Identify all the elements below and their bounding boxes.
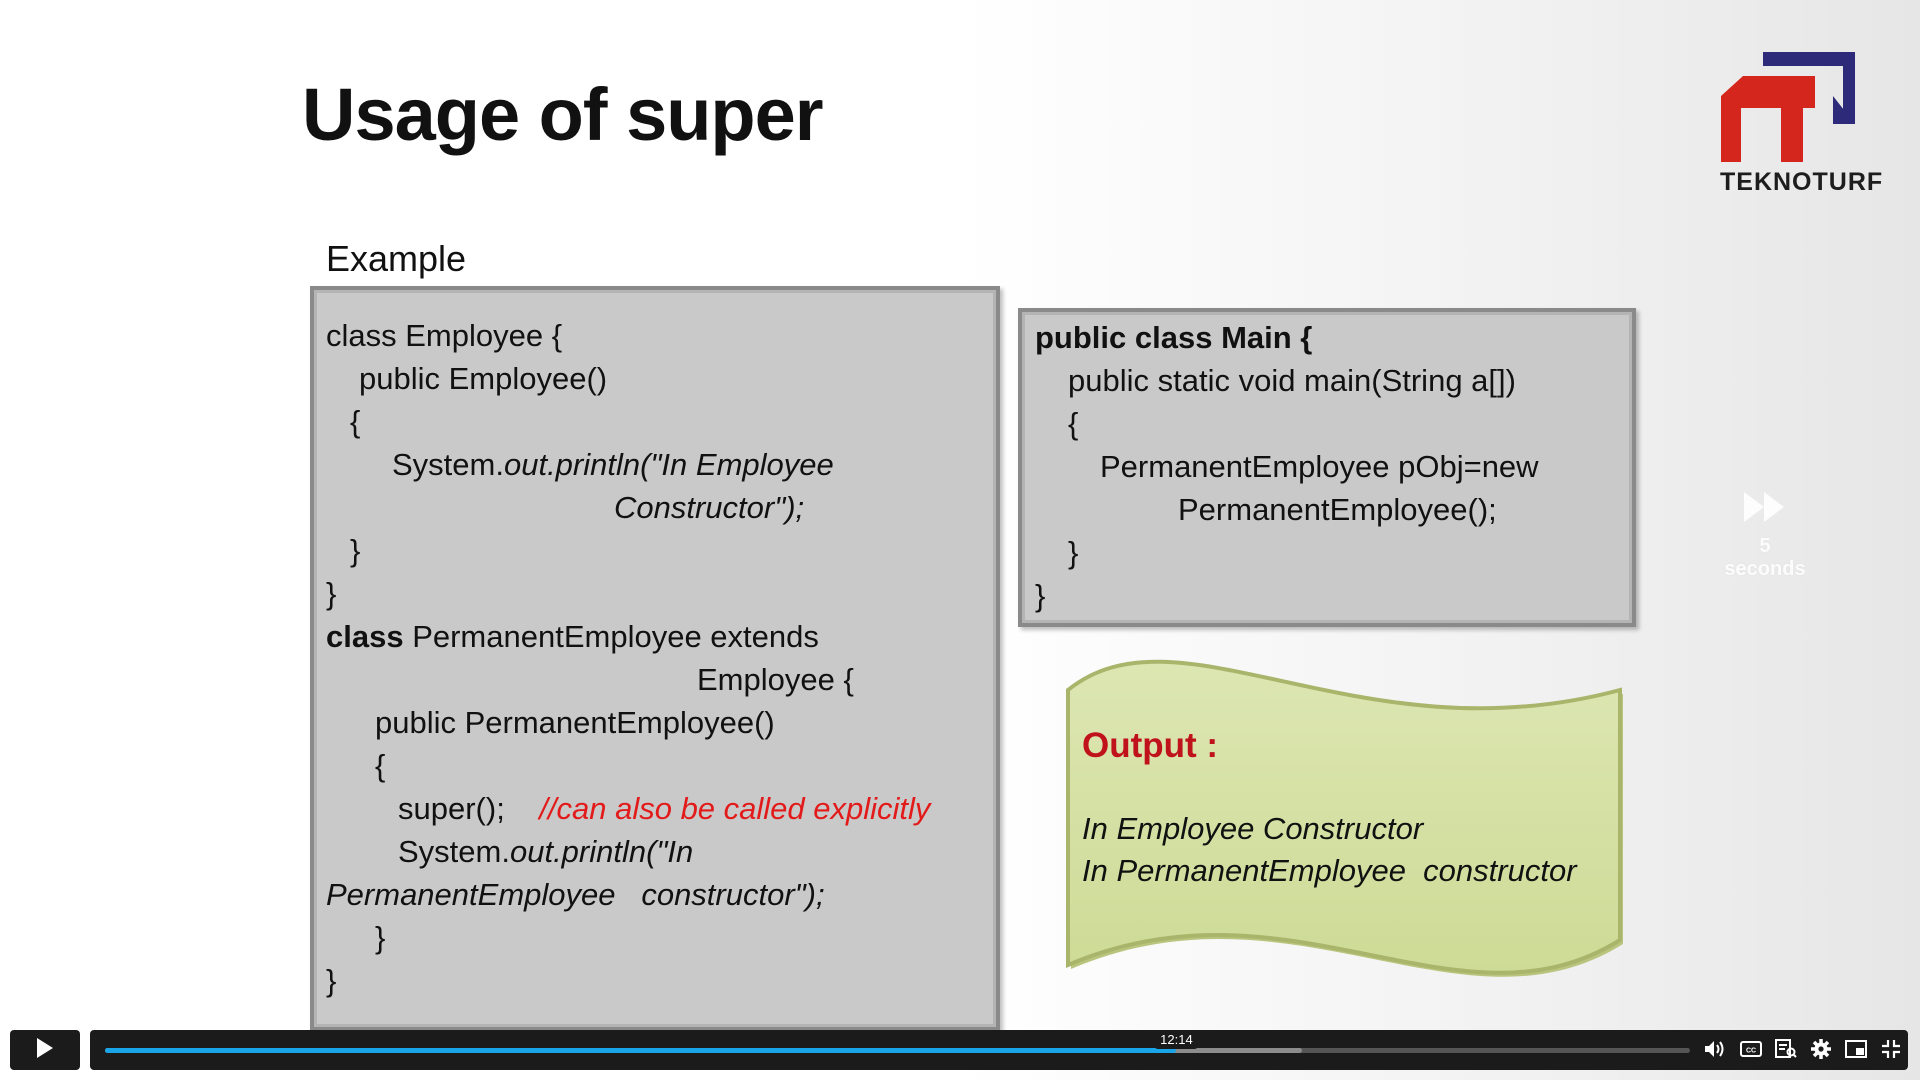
svg-text:CC: CC — [1746, 1047, 1756, 1054]
video-frame[interactable]: Usage of super TEKNOTURF Example class E… — [0, 0, 1920, 1031]
picture-in-picture-button[interactable] — [1843, 1038, 1869, 1064]
skip-forward-indicator: 5 seconds — [1720, 490, 1810, 581]
brand-name: TEKNOTURF — [1720, 168, 1884, 196]
employee-code-box — [310, 286, 1000, 1031]
code-line: { — [375, 748, 386, 783]
play-icon — [36, 1037, 54, 1064]
teknoturf-logo — [1715, 44, 1865, 204]
play-button[interactable] — [10, 1030, 80, 1070]
code-line: public Employee() — [359, 361, 608, 396]
player-controls: 12:14 CC — [0, 1030, 1920, 1080]
slide-title: Usage of super — [302, 73, 824, 156]
output-line: In Employee Constructor — [1082, 811, 1424, 846]
code-line: } — [1068, 535, 1079, 570]
code-line: } — [326, 576, 337, 611]
code-line: Constructor"); — [614, 490, 805, 525]
code-line: } — [375, 920, 386, 955]
hover-time: 12:14 — [1155, 1030, 1198, 1049]
code-line: public static void main(String a[]) — [1068, 363, 1516, 398]
code-line: super(); //can also be called explicitly — [398, 791, 931, 826]
code-comment: //can also be called explicitly — [539, 791, 931, 826]
gear-icon — [1810, 1038, 1832, 1065]
code-line: public class Main { — [1035, 320, 1313, 355]
output-line: In PermanentEmployee constructor — [1082, 853, 1577, 888]
settings-button[interactable] — [1808, 1038, 1834, 1064]
example-label: Example — [326, 238, 467, 279]
output-banner — [1066, 659, 1623, 977]
fast-forward-icon — [1742, 492, 1788, 528]
code-line: Employee { — [697, 662, 854, 697]
transcript-icon — [1775, 1038, 1797, 1064]
code-line: } — [350, 533, 361, 568]
code-line: PermanentEmployee constructor"); — [326, 877, 825, 912]
picture-in-picture-icon — [1845, 1039, 1867, 1063]
progress-bar[interactable]: 12:14 — [105, 1030, 1690, 1053]
closed-captions-icon: CC — [1740, 1040, 1762, 1062]
code-line: public PermanentEmployee() — [375, 705, 775, 740]
code-line: System.out.println("In — [398, 834, 694, 869]
exit-fullscreen-icon — [1881, 1039, 1901, 1064]
skip-label: 5 seconds — [1724, 535, 1806, 580]
volume-button[interactable] — [1702, 1038, 1728, 1064]
code-line: PermanentEmployee pObj=new — [1100, 449, 1539, 484]
played-range — [105, 1048, 1177, 1053]
exit-fullscreen-button[interactable] — [1878, 1038, 1904, 1064]
captions-button[interactable]: CC — [1738, 1038, 1764, 1064]
volume-icon — [1704, 1039, 1726, 1064]
code-line: { — [350, 404, 361, 439]
output-title: Output : — [1082, 726, 1219, 765]
code-line: class PermanentEmployee extends — [326, 619, 819, 654]
code-line: System.out.println("In Employee — [392, 447, 834, 482]
code-line: class Employee { — [326, 318, 563, 353]
code-line: PermanentEmployee(); — [1178, 492, 1497, 527]
main-code-box — [1018, 308, 1636, 627]
code-line: } — [1035, 578, 1046, 613]
code-line: } — [326, 963, 337, 998]
code-line: { — [1068, 406, 1079, 441]
transcript-button[interactable] — [1773, 1038, 1799, 1064]
